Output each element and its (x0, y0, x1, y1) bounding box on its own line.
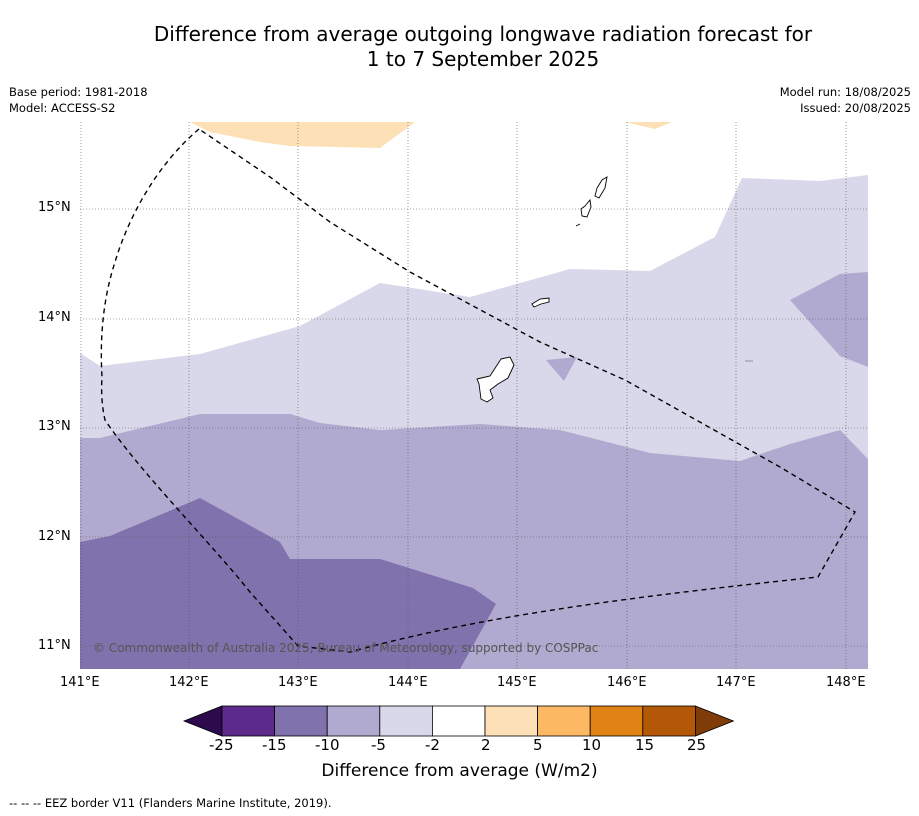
region-minus5-to-minus10-east (790, 272, 868, 367)
colorbar-segment-5 (431, 705, 486, 737)
guam-island (476, 356, 515, 403)
aguijan-island (575, 223, 581, 227)
colorbar-extend-high (695, 705, 735, 737)
cbar-label-1: -15 (262, 736, 287, 754)
colorbar-segment-6 (484, 705, 538, 737)
colorbar-segment-2 (274, 705, 328, 737)
map-title: Difference from average outgoing longwav… (0, 22, 919, 72)
colorbar-segment-9 (642, 705, 696, 737)
lon-label-141e: 141°E (60, 675, 100, 690)
cbar-label-2: -10 (315, 736, 340, 754)
cbar-label-3: -5 (371, 736, 386, 754)
region-minus10-to-minus15 (80, 498, 496, 669)
lat-label-13n: 13°N (38, 419, 71, 434)
saipan-island (594, 176, 608, 199)
gridlines (80, 122, 868, 669)
model-run: Model run: 18/08/2025 (779, 85, 911, 99)
cbar-label-8: 15 (635, 736, 655, 754)
colorbar-segment-7 (537, 705, 591, 737)
meta-left: Base period: 1981-2018 Model: ACCESS-S2 (9, 84, 148, 116)
lon-label-143e: 143°E (278, 675, 318, 690)
lon-label-147e: 147°E (716, 675, 756, 690)
lon-label-144e: 144°E (388, 675, 428, 690)
islands (476, 176, 753, 403)
colorbar-extend-low (182, 705, 223, 737)
colorbar-segment-3 (326, 705, 381, 737)
lon-label-142e: 142°E (169, 675, 209, 690)
cbar-label-0: -25 (209, 736, 234, 754)
eez-footer-note: -- -- -- EEZ border V11 (Flanders Marine… (9, 796, 332, 810)
meta-right: Model run: 18/08/2025 Issued: 20/08/2025 (780, 84, 911, 116)
colorbar (182, 705, 735, 737)
copyright-note: © Commonwealth of Australia 2025, Bureau… (93, 641, 599, 655)
colorbar-segment-8 (589, 705, 644, 737)
region-plus2-to-plus5-ne (625, 122, 672, 129)
lon-label-145e: 145°E (497, 675, 537, 690)
cbar-label-4: -2 (425, 736, 440, 754)
model-name: Model: ACCESS-S2 (9, 101, 116, 115)
eez-border (100, 128, 856, 653)
cbar-label-9: 25 (687, 736, 707, 754)
base-period: Base period: 1981-2018 (9, 85, 148, 99)
title-line-1: Difference from average outgoing longwav… (153, 22, 813, 46)
colorbar-title: Difference from average (W/m2) (321, 761, 598, 781)
rota-island (531, 297, 550, 308)
colorbar-segment-1 (221, 705, 275, 737)
tinian-island (580, 198, 592, 218)
region-minus5-to-minus10-small (546, 357, 577, 381)
lat-label-15n: 15°N (38, 200, 71, 215)
lat-label-14n: 14°N (38, 310, 71, 325)
lat-label-11n: 11°N (38, 638, 71, 653)
colorbar-segment-4 (379, 705, 433, 737)
lon-label-148e: 148°E (826, 675, 866, 690)
cbar-label-6: 5 (533, 736, 543, 754)
title-line-2: 1 to 7 September 2025 (366, 47, 600, 71)
forecast-map (80, 122, 868, 669)
cbar-label-7: 10 (582, 736, 602, 754)
cbar-label-5: 2 (481, 736, 491, 754)
region-plus2-to-plus5-north (190, 122, 415, 148)
issued-date: Issued: 20/08/2025 (800, 101, 911, 115)
lat-label-12n: 12°N (38, 529, 71, 544)
lon-label-146e: 146°E (607, 675, 647, 690)
